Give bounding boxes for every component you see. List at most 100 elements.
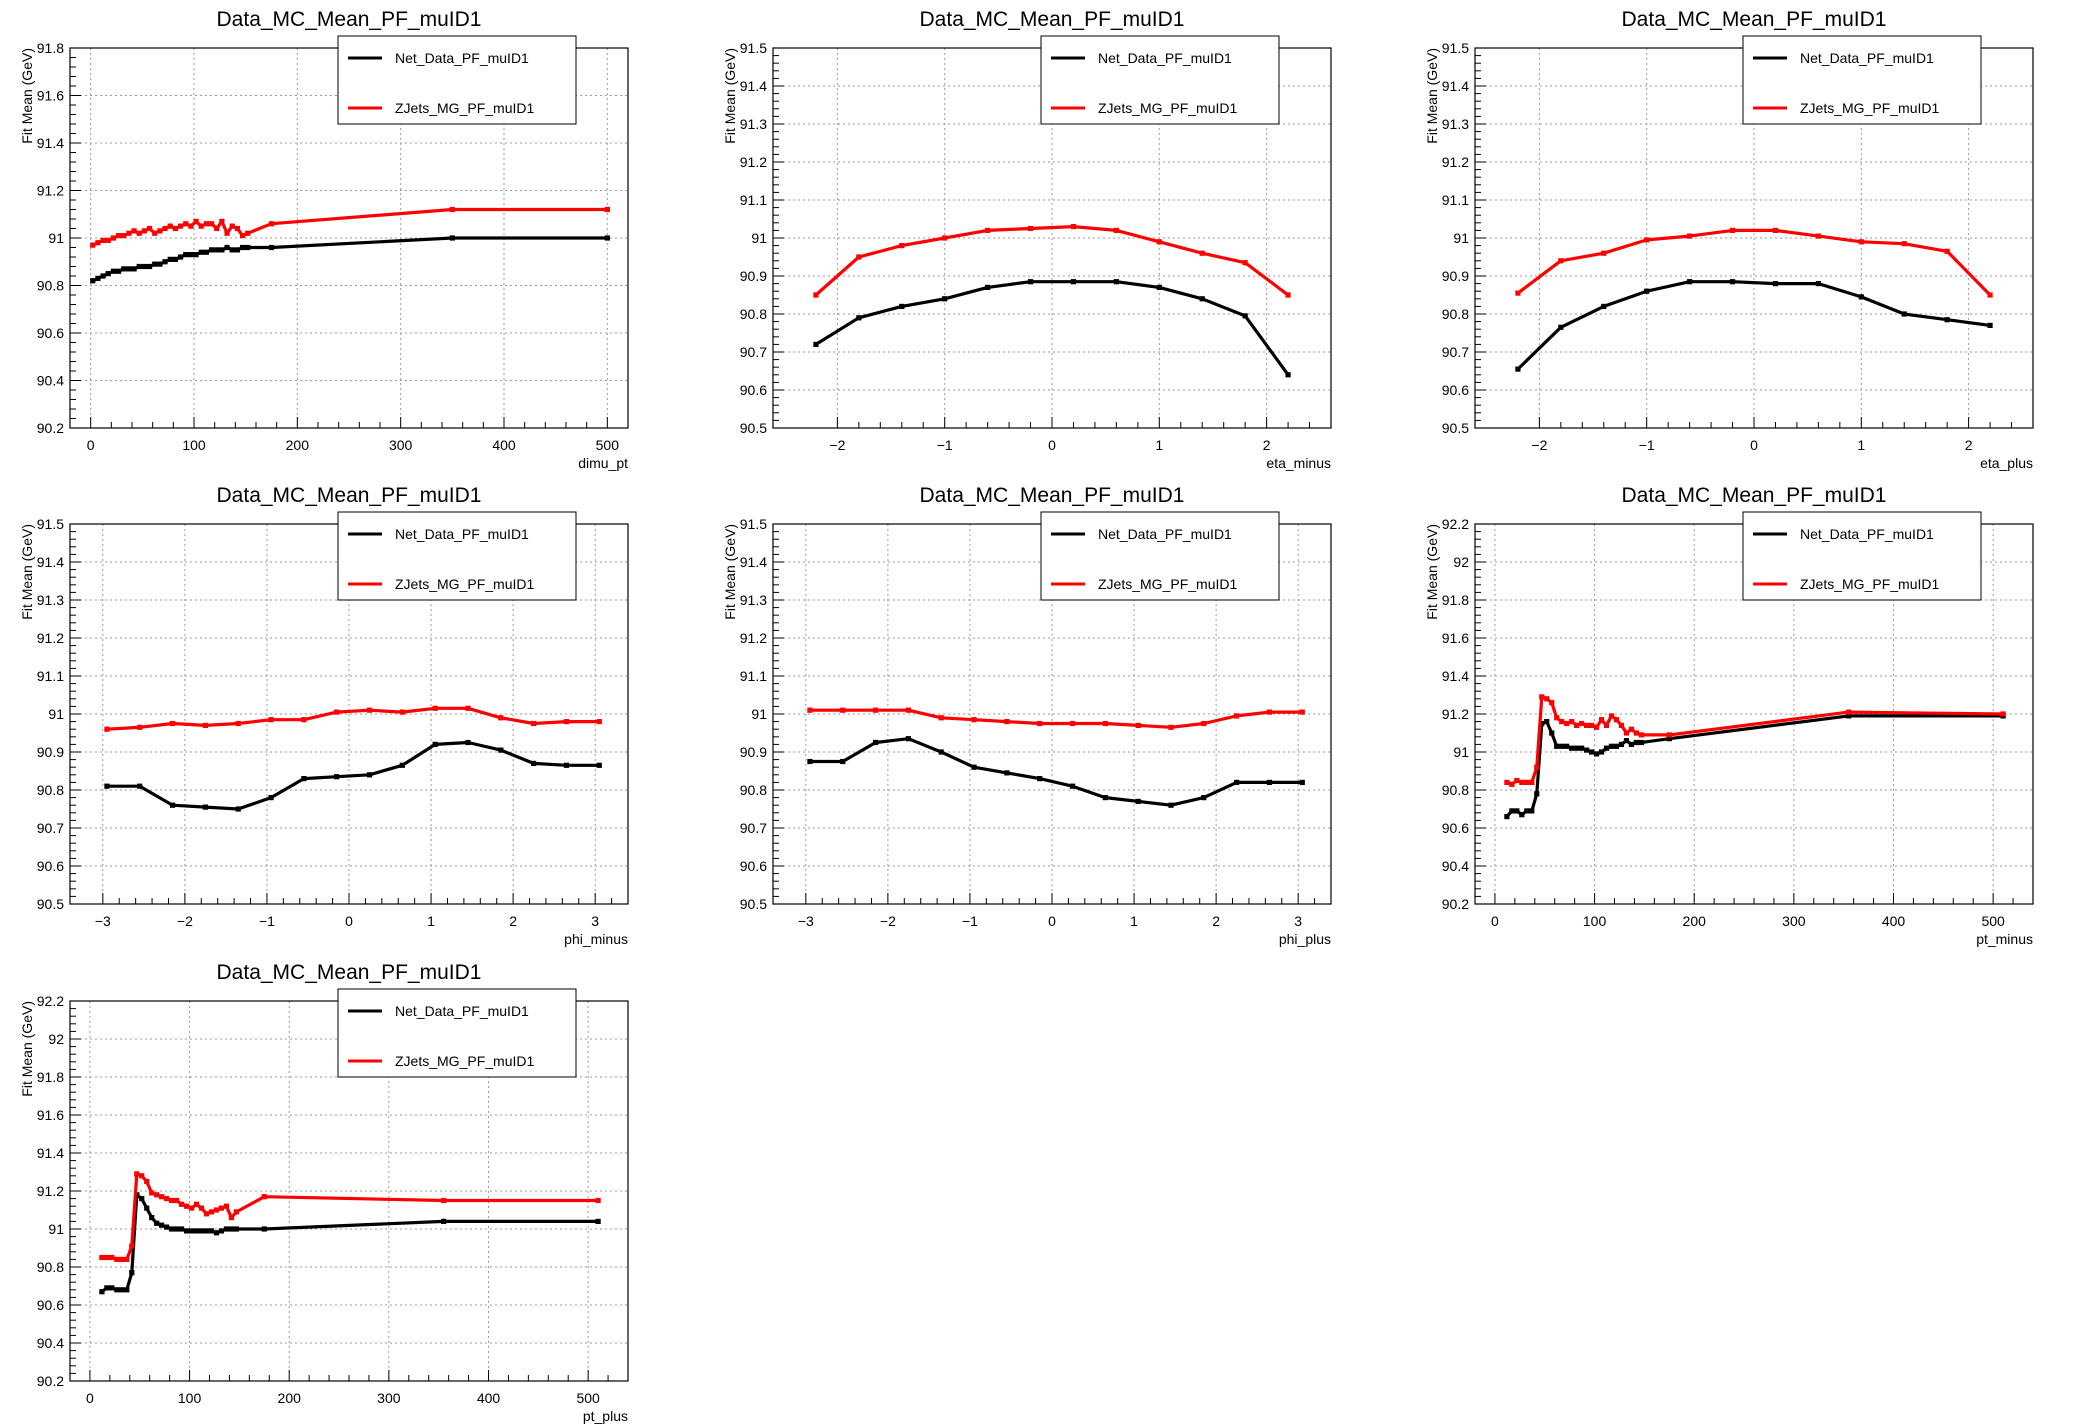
data-point <box>2000 711 2006 717</box>
x-tick-label: 0 <box>1750 437 1758 453</box>
y-tick-label: 91.6 <box>37 1107 64 1123</box>
x-tick-label: 500 <box>1981 913 2005 929</box>
data-point <box>1772 227 1779 233</box>
y-tick-label: 90.5 <box>740 896 767 912</box>
y-axis-label: Fit Mean (GeV) <box>19 524 35 620</box>
data-point <box>1539 694 1545 700</box>
data-point <box>157 261 163 267</box>
data-point <box>1618 741 1625 747</box>
data-point <box>938 749 944 755</box>
series-data <box>104 739 602 812</box>
data-point <box>1638 732 1645 738</box>
data-point <box>229 247 235 253</box>
y-tick-label: 90.6 <box>740 858 767 874</box>
series-data <box>90 235 610 284</box>
data-point <box>1285 372 1291 378</box>
data-point <box>1666 732 1672 738</box>
y-tick-label: 91.3 <box>740 116 767 132</box>
x-tick-label: −2 <box>1531 437 1547 453</box>
data-point <box>1666 736 1672 742</box>
data-point <box>198 223 204 229</box>
data-point <box>1135 798 1141 804</box>
data-point <box>114 1256 120 1262</box>
y-tick-label: 90.4 <box>37 373 64 389</box>
data-point <box>1901 311 1907 317</box>
data-point <box>141 263 147 270</box>
data-point <box>432 705 438 711</box>
x-tick-label: 0 <box>1048 913 1056 929</box>
series-line <box>815 280 1290 376</box>
data-point <box>223 1203 230 1209</box>
series-line <box>809 737 1303 807</box>
data-point <box>159 1222 165 1228</box>
y-tick-label: 91.4 <box>740 78 767 94</box>
data-point <box>1644 237 1650 243</box>
series-mc <box>104 705 602 732</box>
data-point <box>1242 260 1248 266</box>
data-point <box>115 268 122 274</box>
data-point <box>531 720 537 727</box>
y-tick-label: 90.6 <box>1442 820 1469 836</box>
chart-title: Data_MC_Mean_PF_muID1 <box>920 8 1185 31</box>
x-tick-label: 0 <box>1491 913 1499 929</box>
y-tick-label: 90.2 <box>37 1373 64 1389</box>
chart-title: Data_MC_Mean_PF_muID1 <box>920 484 1185 507</box>
data-point <box>1584 722 1590 728</box>
data-point <box>183 221 189 227</box>
data-point <box>1102 795 1108 801</box>
data-point <box>1633 730 1640 736</box>
y-axis-label: Fit Mean (GeV) <box>1424 524 1440 620</box>
data-point <box>1069 783 1076 789</box>
data-point <box>596 762 602 768</box>
data-point <box>399 709 405 715</box>
data-point <box>188 252 194 258</box>
data-point <box>203 249 209 255</box>
series-mc <box>813 224 1291 298</box>
data-point <box>334 774 340 780</box>
x-tick-label: −2 <box>177 913 193 929</box>
data-point <box>126 230 132 236</box>
x-tick-label: 2 <box>509 913 517 929</box>
data-point <box>1554 743 1560 749</box>
data-point <box>218 1205 225 1211</box>
x-tick-label: 100 <box>182 437 206 453</box>
data-point <box>1504 814 1510 820</box>
data-point <box>1613 717 1620 723</box>
data-point <box>1529 808 1535 814</box>
series-mc <box>90 206 610 248</box>
series-line <box>100 1193 599 1293</box>
data-point <box>856 315 862 321</box>
data-point <box>1638 739 1645 746</box>
series-line <box>106 740 600 811</box>
x-tick-label: 500 <box>596 437 620 453</box>
data-point <box>1070 224 1077 230</box>
data-point <box>971 764 977 770</box>
x-tick-label: 300 <box>389 437 413 453</box>
series-mc <box>1515 227 1993 298</box>
data-point <box>1004 770 1010 776</box>
data-point <box>139 1173 145 1179</box>
y-tick-label: 91.2 <box>740 630 767 646</box>
data-point <box>1559 719 1565 725</box>
series-mc <box>807 707 1305 730</box>
data-point <box>134 1171 140 1177</box>
data-point <box>1559 743 1565 749</box>
data-point <box>1772 281 1779 287</box>
data-point <box>169 802 176 808</box>
data-point <box>198 1205 205 1211</box>
data-point <box>121 233 127 239</box>
x-tick-label: −3 <box>95 913 111 929</box>
x-tick-label: −1 <box>962 913 978 929</box>
data-point <box>169 1226 175 1232</box>
data-point <box>1156 239 1162 245</box>
data-point <box>193 1228 200 1234</box>
data-point <box>1628 741 1635 747</box>
x-tick-label: −2 <box>880 913 896 929</box>
data-point <box>807 707 813 713</box>
data-point <box>229 223 235 229</box>
data-point <box>126 266 132 272</box>
data-point <box>1504 779 1510 785</box>
data-point <box>99 1289 105 1295</box>
data-point <box>1529 779 1535 785</box>
legend: Net_Data_PF_muID1 ZJets_MG_PF_muID1 <box>337 511 577 601</box>
